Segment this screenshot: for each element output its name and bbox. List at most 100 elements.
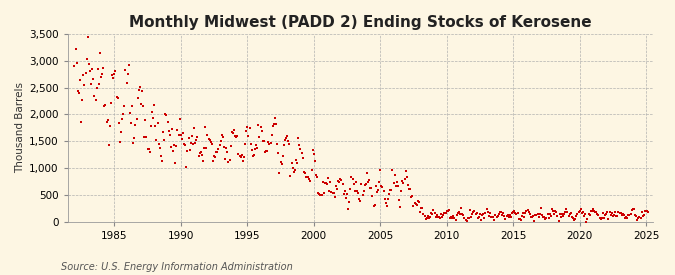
Point xyxy=(347,177,358,182)
Point xyxy=(180,142,190,147)
Point xyxy=(173,133,184,137)
Point xyxy=(336,178,347,182)
Point xyxy=(514,217,525,221)
Point xyxy=(132,96,143,100)
Point xyxy=(140,118,151,122)
Point xyxy=(609,213,620,218)
Point xyxy=(386,188,397,192)
Point xyxy=(253,123,264,127)
Point xyxy=(191,138,202,143)
Point xyxy=(338,181,348,186)
Point xyxy=(491,215,502,219)
Point xyxy=(642,208,653,213)
Point xyxy=(229,127,240,132)
Point xyxy=(452,211,463,215)
Point xyxy=(483,210,493,214)
Point xyxy=(342,192,352,197)
Point xyxy=(412,198,423,203)
Point xyxy=(552,214,563,218)
Point xyxy=(634,215,645,219)
Point xyxy=(375,168,385,173)
Point xyxy=(139,134,150,139)
Point xyxy=(561,207,572,211)
Text: Source: U.S. Energy Information Administration: Source: U.S. Energy Information Administ… xyxy=(61,262,292,272)
Point xyxy=(616,213,627,218)
Point xyxy=(639,213,649,218)
Point xyxy=(418,212,429,216)
Point xyxy=(618,211,628,216)
Point xyxy=(70,46,81,51)
Point xyxy=(107,72,117,77)
Point xyxy=(508,210,518,214)
Point xyxy=(138,104,148,108)
Point xyxy=(184,148,195,152)
Point xyxy=(597,211,608,215)
Point xyxy=(198,159,209,163)
Point xyxy=(562,210,573,214)
Point xyxy=(452,212,462,217)
Point xyxy=(84,62,95,66)
Point xyxy=(535,206,546,211)
Point xyxy=(554,219,564,223)
Point xyxy=(371,184,381,188)
Point xyxy=(608,213,618,218)
Point xyxy=(323,176,333,181)
Point xyxy=(511,212,522,216)
Point xyxy=(250,142,261,147)
Point xyxy=(492,214,503,218)
Point xyxy=(319,191,329,195)
Point xyxy=(236,155,246,159)
Point xyxy=(269,116,280,120)
Point xyxy=(509,209,520,214)
Point xyxy=(383,192,394,196)
Point xyxy=(390,184,401,189)
Point xyxy=(312,175,323,179)
Point xyxy=(389,173,400,178)
Point xyxy=(130,123,141,127)
Point xyxy=(568,216,578,220)
Point xyxy=(606,211,617,216)
Point xyxy=(244,126,255,130)
Point xyxy=(170,161,181,165)
Point xyxy=(343,206,354,211)
Point xyxy=(72,61,82,66)
Point xyxy=(182,149,193,154)
Point xyxy=(274,171,285,175)
Point xyxy=(405,187,416,192)
Point xyxy=(167,148,178,153)
Point xyxy=(641,209,651,213)
Point xyxy=(385,188,396,192)
Point xyxy=(419,214,430,219)
Point xyxy=(192,134,202,139)
Point xyxy=(328,191,339,196)
Point xyxy=(252,145,263,150)
Point xyxy=(381,201,392,205)
Point xyxy=(483,214,494,218)
Point xyxy=(622,216,632,220)
Point xyxy=(402,175,412,179)
Point xyxy=(105,101,116,105)
Point xyxy=(344,200,354,204)
Point xyxy=(504,214,514,219)
Point xyxy=(348,182,359,186)
Point xyxy=(355,199,366,203)
Point xyxy=(512,211,523,215)
Point xyxy=(193,154,204,158)
Point xyxy=(537,212,547,217)
Point xyxy=(86,82,97,86)
Point xyxy=(186,133,197,138)
Point xyxy=(467,212,478,217)
Point xyxy=(542,212,553,216)
Point xyxy=(521,209,532,214)
Point xyxy=(112,96,123,100)
Point xyxy=(118,112,129,116)
Point xyxy=(331,187,342,191)
Point xyxy=(574,209,585,213)
Point xyxy=(378,189,389,193)
Point xyxy=(421,216,432,220)
Point xyxy=(306,168,317,172)
Point xyxy=(540,217,551,221)
Point xyxy=(592,212,603,216)
Point xyxy=(547,209,558,213)
Point xyxy=(134,88,144,92)
